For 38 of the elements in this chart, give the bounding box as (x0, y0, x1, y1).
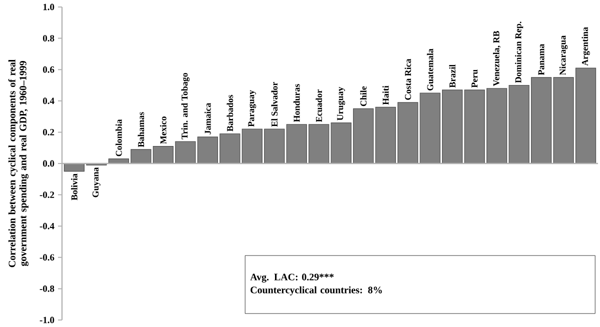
x-tick-label: Nicaragua (559, 36, 568, 76)
y-tick-label: -1.0 (40, 316, 54, 324)
annotation: Countercyclical countries: 8% (250, 286, 382, 296)
x-tick-label: Jamaica (204, 102, 211, 134)
x-tick-label: Bolivia (71, 174, 78, 200)
annotation: Avg. LAC: 0.29*** (250, 274, 334, 283)
x-tick-label: Venezuela, RB (493, 30, 501, 86)
x-tick-label: Guyana (92, 167, 100, 198)
x-tick-label: Panama (538, 44, 544, 76)
x-tick-label: El Salvador (271, 82, 278, 127)
x-tick-label: Honduras (293, 84, 300, 122)
y-tick-label: -0.8 (40, 285, 54, 292)
y-tick-label: 1.0 (43, 4, 54, 10)
y-tick-label: 0.6 (43, 66, 54, 73)
y-tick-label: 0.2 (43, 128, 54, 136)
x-tick-label: Ecuador (316, 90, 322, 122)
y-tick-label: -0.2 (40, 192, 54, 198)
x-tick-label: Mexico (160, 116, 166, 144)
y-axis-title: Correlation between cyclical components of real government spending and real GDP, 1960–1999 (8, 60, 28, 268)
y-tick-label: -0.4 (40, 222, 54, 230)
x-tick-label: Costa Rica (404, 58, 412, 100)
x-tick-label: Uruguay (337, 86, 346, 120)
x-tick-label: Peru (472, 70, 478, 88)
x-tick-label: Guatemala (426, 48, 434, 90)
x-tick-label: Barbados (226, 94, 234, 132)
x-tick-label: Colombia (116, 119, 122, 156)
x-tick-label: Paraguay (248, 90, 256, 127)
x-tick-label: Dominican Rep. (514, 22, 524, 83)
y-tick-label: 0.0 (43, 160, 54, 167)
y-tick-label: 0.4 (43, 98, 54, 104)
x-tick-label: Bahamas (138, 112, 144, 148)
y-tick-label: 0.8 (43, 35, 54, 42)
x-tick-label: Trin. and Tobago (181, 72, 190, 140)
x-tick-label: Brazil (449, 64, 456, 88)
x-tick-label: Haiti (382, 86, 389, 105)
x-tick-label: Argentina (582, 27, 590, 66)
x-tick-label: Chile (360, 86, 367, 106)
y-tick-label: -0.6 (40, 254, 54, 261)
